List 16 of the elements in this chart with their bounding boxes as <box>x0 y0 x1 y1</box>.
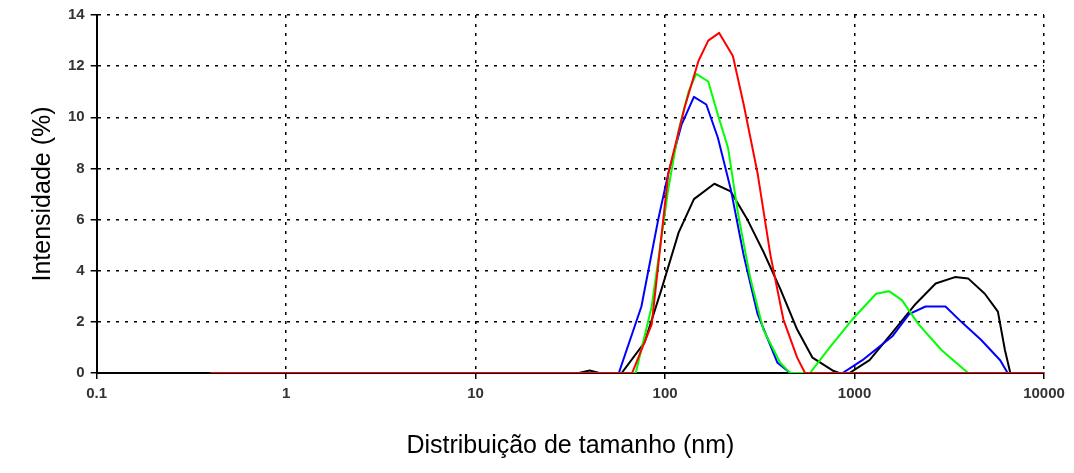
x-tick-label: 1000 <box>837 384 872 402</box>
y-axis-title: Intensidade (%) <box>26 106 55 282</box>
y-tick-label: 4 <box>76 260 86 278</box>
x-tick-label: 100 <box>652 384 678 402</box>
x-axis-title: Distribuição de tamanho (nm) <box>406 429 735 458</box>
y-tick-label: 6 <box>76 209 85 227</box>
y-tick-label: 0 <box>76 363 85 381</box>
x-tick-label: 10 <box>467 384 484 402</box>
y-tick-label: 12 <box>68 56 85 74</box>
y-tick-label: 2 <box>76 312 85 329</box>
y-tick-label: 14 <box>68 5 86 23</box>
x-tick-label: 10000 <box>1023 384 1065 402</box>
y-tick-label: 8 <box>76 158 85 176</box>
x-tick-label: 0.1 <box>86 384 108 402</box>
y-tick-label: 10 <box>68 107 85 125</box>
x-tick-label: 1 <box>281 384 291 402</box>
